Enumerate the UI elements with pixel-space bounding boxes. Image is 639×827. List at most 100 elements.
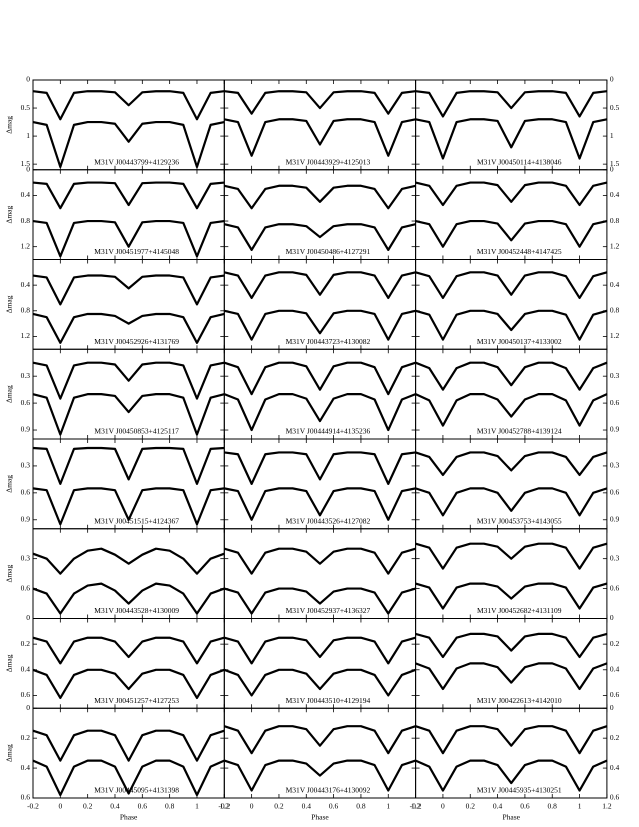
x-tick-label: 0.2: [83, 802, 93, 811]
light-curve: [32, 312, 225, 344]
panel-label: M31V J00443929+4125013: [286, 157, 371, 166]
light-curve: [415, 181, 608, 207]
y-tick-label: 0.4: [610, 190, 620, 199]
panel-label: M31V J00445935+4130251: [477, 786, 562, 795]
light-curve: [223, 759, 416, 792]
light-curve: [32, 361, 225, 400]
light-curve: [415, 582, 608, 610]
panel-label: M31V J00452788+4139124: [477, 427, 562, 436]
y-tick-label: 0.6: [610, 690, 620, 699]
x-tick-label: 0: [250, 802, 254, 811]
y-tick-label: 0.6: [610, 583, 620, 592]
light-curve: [415, 309, 608, 341]
y-tick-label: 0.4: [610, 665, 620, 674]
light-curve: [415, 219, 608, 248]
y-tick-label: 0.3: [21, 553, 31, 562]
light-curve: [415, 759, 608, 792]
panel-frame: [415, 438, 608, 530]
y-axis-label: Δmag: [5, 744, 14, 762]
light-curve: [415, 361, 608, 391]
x-tick-label: 1: [578, 802, 582, 811]
y-axis-label: Δmag: [5, 654, 14, 672]
y-axis-label: Δmag: [5, 385, 14, 403]
y-tick-label: 0.8: [21, 306, 31, 315]
light-curve: [32, 90, 225, 121]
x-tick-label: 0.8: [548, 802, 558, 811]
panel-frame: [32, 438, 225, 530]
panel-label: M31V J00453753+4143055: [477, 516, 562, 525]
panel-frame: [32, 79, 225, 171]
x-tick-label: 0.4: [302, 802, 312, 811]
y-tick-label: 0.9: [21, 514, 31, 523]
x-tick-label: 0.6: [138, 802, 148, 811]
light-curve: [224, 636, 416, 665]
y-tick-label: 0.5: [21, 103, 31, 112]
y-axis-label: Δmag: [5, 206, 14, 224]
light-curve: [32, 393, 225, 436]
light-curve: [224, 309, 416, 341]
y-tick-label: 1: [610, 131, 614, 140]
light-curve: [32, 668, 225, 700]
x-axis-label: Phase: [311, 813, 329, 822]
light-curve: [415, 118, 608, 160]
x-tick-label: 0.4: [110, 802, 120, 811]
y-tick-label: 0.2: [21, 733, 31, 742]
y-tick-label: 0: [26, 164, 30, 173]
y-tick-label: 0.3: [21, 461, 31, 470]
x-tick-label: 0: [58, 802, 62, 811]
x-tick-label: -0.2: [27, 802, 39, 811]
light-curve: [223, 361, 416, 396]
x-tick-label: 1.2: [602, 802, 612, 811]
x-tick-label: 1.2: [220, 802, 230, 811]
panel-label: M31V J00422613+4142010: [477, 696, 562, 705]
x-tick-label: -0.2: [410, 802, 422, 811]
panel-label: M31V J00451515+4124367: [94, 516, 179, 525]
panel-label: M31V J00451257+4127253: [94, 696, 179, 705]
y-tick-label: 0.5: [610, 103, 620, 112]
panel-label: M31V J00450137+4133002: [477, 337, 562, 346]
x-tick-label: 1: [386, 802, 390, 811]
y-tick-label: 1.5: [21, 159, 31, 168]
light-curve: [415, 632, 608, 659]
y-axis-label: Δmag: [5, 475, 14, 493]
y-tick-label: 0: [610, 75, 614, 84]
y-tick-label: 0.9: [21, 425, 31, 434]
panel-label: M31V J00452682+4131109: [477, 606, 562, 615]
y-tick-label: 0.9: [610, 425, 620, 434]
light-curve: [415, 662, 608, 691]
y-tick-label: 0.3: [21, 371, 31, 380]
y-tick-label: 0.3: [610, 371, 620, 380]
x-axis-label: Phase: [503, 813, 521, 822]
light-curve: [32, 446, 225, 485]
panel-frame: [223, 707, 417, 799]
light-curve: [415, 271, 608, 300]
panel-label: M31V J00450853+4125117: [94, 427, 179, 436]
y-tick-label: 0.3: [610, 461, 620, 470]
light-curve: [32, 120, 225, 169]
panel-label: M31V J00450114+4138046: [477, 157, 562, 166]
light-curve: [32, 219, 225, 258]
y-tick-label: 0.6: [21, 690, 31, 699]
light-curve: [224, 487, 416, 521]
y-tick-label: 1.2: [610, 241, 620, 250]
y-tick-label: 0.8: [610, 306, 620, 315]
panel-frame: [32, 259, 225, 350]
y-tick-label: 0.4: [610, 280, 620, 289]
light-curve: [224, 271, 416, 300]
y-tick-label: 0.6: [610, 793, 620, 802]
x-tick-label: 0.8: [356, 802, 366, 811]
y-tick-label: 0.6: [21, 488, 31, 497]
light-curve: [32, 582, 225, 615]
y-tick-label: 0.4: [21, 665, 31, 674]
y-axis-label: Δmag: [5, 295, 14, 313]
light-curve: [32, 729, 225, 762]
x-tick-label: 0.8: [165, 802, 175, 811]
panel-frame: [415, 618, 608, 709]
y-tick-label: 0.4: [21, 280, 31, 289]
panel-label: M31V J00444914+4135236: [286, 427, 371, 436]
panel-frame: [415, 707, 608, 799]
x-tick-label: 0.4: [493, 802, 503, 811]
light-curve: [32, 759, 225, 797]
light-curve: [32, 636, 225, 665]
panel-label: M31V J00443176+4130092: [286, 786, 371, 795]
